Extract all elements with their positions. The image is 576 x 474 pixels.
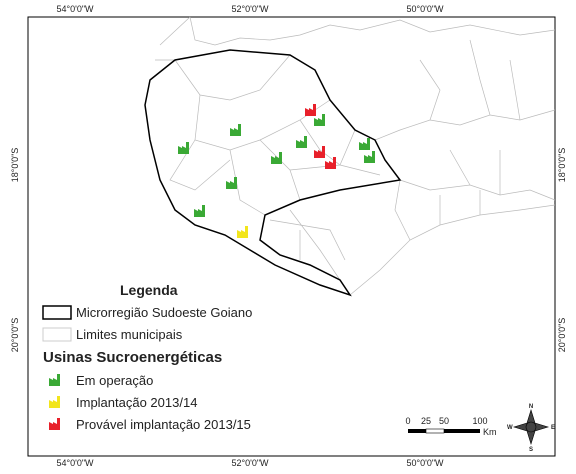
graticule-label: 18°0'0"S [557, 148, 567, 183]
plant-icon [49, 396, 60, 408]
legend-swatch [42, 305, 72, 320]
legend-label: Provável implantação 2013/15 [76, 417, 251, 432]
plant-icon [271, 152, 282, 164]
compass-label: N [529, 404, 533, 410]
plant-icon [49, 374, 60, 386]
scale-label: 50 [439, 416, 449, 426]
compass-label: E [551, 425, 555, 431]
north-arrow: N S E W [507, 404, 555, 453]
legend-label: Implantação 2013/14 [76, 395, 197, 410]
scale-segment [425, 428, 445, 434]
compass-rose [512, 408, 550, 446]
region-outline [144, 49, 402, 297]
plant-icon [194, 205, 205, 217]
plant-icon [49, 418, 60, 430]
plant-icon [364, 151, 375, 163]
plant-icon [237, 226, 248, 238]
legend-label: Microrregião Sudoeste Goiano [76, 305, 252, 320]
scale-segment [444, 429, 480, 433]
graticule-label: 54°0'0"W [56, 458, 94, 468]
legend-label: Limites municipais [76, 327, 183, 342]
legend: Legenda Microrregião Sudoeste Goiano Lim… [42, 282, 252, 432]
plant-icon [314, 114, 325, 126]
compass-label: S [529, 447, 533, 453]
legend-label: Em operação [76, 373, 153, 388]
scale-bar: 0 25 50 100 Km [405, 416, 496, 437]
scale-label: 0 [405, 416, 410, 426]
graticule-label: 50°0'0"W [406, 458, 444, 468]
state-boundaries [155, 16, 556, 296]
compass-ring [525, 421, 537, 433]
legend-swatch [42, 327, 72, 342]
graticule-label: 52°0'0"W [231, 4, 269, 14]
plant-icon [314, 146, 325, 158]
plant-markers [178, 104, 375, 238]
plant-icon [230, 124, 241, 136]
scale-label: 25 [421, 416, 431, 426]
legend-title: Legenda [120, 282, 178, 298]
graticule-label: 20°0'0"S [10, 318, 20, 353]
plant-icon [359, 138, 370, 150]
scale-unit: Km [483, 427, 497, 437]
graticule-label: 18°0'0"S [10, 148, 20, 183]
map-frame [27, 16, 556, 457]
scale-segment [408, 429, 426, 433]
scale-label: 100 [472, 416, 487, 426]
legend-subtitle: Usinas Sucroenergéticas [43, 349, 222, 366]
graticule-label: 54°0'0"W [56, 4, 94, 14]
plant-icon [305, 104, 316, 116]
plant-icon [296, 136, 307, 148]
plant-icon [178, 142, 189, 154]
graticule-label: 50°0'0"W [406, 4, 444, 14]
plant-icon [325, 157, 336, 169]
graticule-label: 20°0'0"S [557, 318, 567, 353]
plant-icon [226, 177, 237, 189]
municipal-lines [169, 54, 381, 281]
compass-label: W [507, 425, 513, 431]
graticule-label: 52°0'0"W [231, 458, 269, 468]
